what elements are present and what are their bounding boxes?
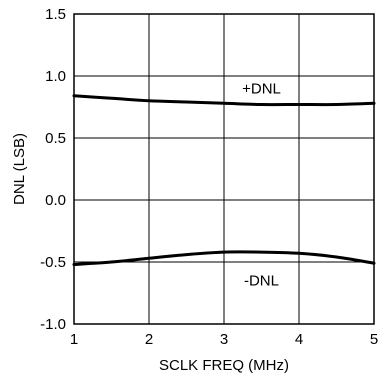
series-line-minus-dnl <box>72 250 376 266</box>
series-line-plus-dnl <box>72 94 376 107</box>
y-tick-label: 0.0 <box>45 192 66 209</box>
x-axis-title: SCLK FREQ (MHz) <box>159 357 289 374</box>
series-lines <box>72 94 376 266</box>
plot-frame <box>73 13 375 325</box>
x-tick-label: 1 <box>70 331 78 348</box>
x-tick-label: 2 <box>145 331 153 348</box>
y-tick-label: 1.0 <box>45 68 66 85</box>
x-tick-label: 4 <box>295 331 303 348</box>
y-axis-title: DNL (LSB) <box>11 133 28 205</box>
series-annotations: +DNL -DNL <box>242 80 281 289</box>
x-tick-label: 3 <box>220 331 228 348</box>
x-tick-labels: 1 2 3 4 5 <box>70 331 378 348</box>
y-tick-label: 0.5 <box>45 130 66 147</box>
y-tick-labels: -1.0 -0.5 0.0 0.5 1.0 1.5 <box>40 6 66 333</box>
grid <box>73 13 375 325</box>
y-tick-label: -0.5 <box>40 254 66 271</box>
annotation-minus-dnl: -DNL <box>244 273 279 290</box>
annotation-plus-dnl: +DNL <box>242 80 281 97</box>
y-tick-label: -1.0 <box>40 316 66 333</box>
y-tick-label: 1.5 <box>45 6 66 23</box>
x-tick-label: 5 <box>370 331 378 348</box>
